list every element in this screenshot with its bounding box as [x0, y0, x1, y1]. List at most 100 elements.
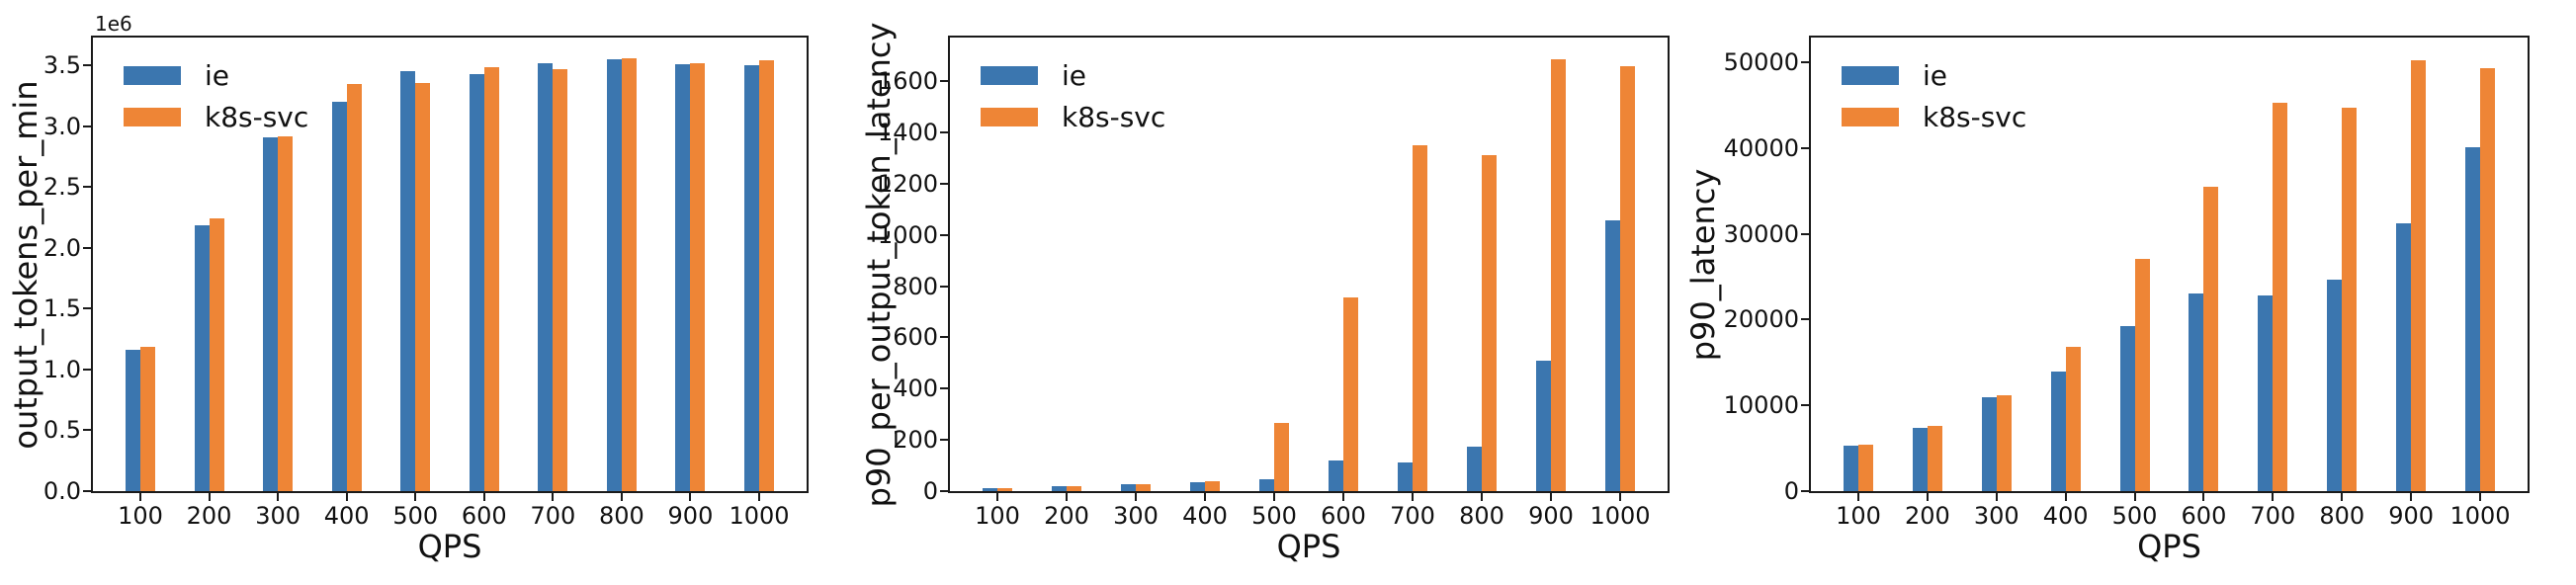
- y-tick-mark: [940, 490, 948, 492]
- y-tick-label: 2.0: [43, 233, 81, 262]
- x-tick-mark: [277, 493, 280, 501]
- bar-ie: [1052, 486, 1067, 491]
- x-tick-mark: [2202, 493, 2205, 501]
- y-tick-mark: [1801, 146, 1809, 149]
- y-tick-label: 20000: [1723, 305, 1799, 334]
- y-tick-label: 2.5: [43, 173, 81, 202]
- bar-k8s-svc: [997, 488, 1012, 491]
- y-tick-label: 0: [1783, 477, 1799, 505]
- legend-swatch-ie: [1842, 65, 1899, 85]
- bar-k8s-svc: [2480, 68, 2495, 491]
- bar-ie: [400, 71, 416, 491]
- legend-label: ie: [1923, 58, 1948, 92]
- bar-k8s-svc: [1858, 445, 1873, 491]
- x-tick-mark: [1857, 493, 1859, 501]
- x-tick-label: 400: [1182, 502, 1228, 530]
- y-tick-mark: [940, 182, 948, 185]
- bar-k8s-svc: [1482, 155, 1497, 491]
- y-tick-label: 3.5: [43, 51, 81, 80]
- bar-k8s-svc: [690, 63, 706, 491]
- x-tick-mark: [1135, 493, 1137, 501]
- bar-ie: [1605, 220, 1620, 491]
- x-tick-mark: [2341, 493, 2344, 501]
- plot-area: ie k8s-svc: [1809, 36, 2530, 493]
- x-tick-label: 800: [2319, 502, 2365, 530]
- axis-offset-text: 1e6: [95, 12, 132, 36]
- y-tick-mark: [83, 186, 91, 189]
- bar-ie: [744, 65, 759, 491]
- bar-ie: [538, 63, 554, 491]
- plot-area: ie k8s-svc: [948, 36, 1670, 493]
- x-tick-label: 900: [1528, 502, 1574, 530]
- x-tick-label: 200: [1044, 502, 1089, 530]
- plot-area: ie k8s-svc: [91, 36, 809, 493]
- legend-item-k8s-svc: k8s-svc: [1842, 100, 2027, 133]
- bar-k8s-svc: [2273, 103, 2288, 491]
- bar-k8s-svc: [1205, 481, 1220, 491]
- x-tick-mark: [1066, 493, 1068, 501]
- x-tick-label: 600: [461, 502, 507, 530]
- bar-k8s-svc: [2342, 108, 2358, 491]
- legend-swatch-k8s-svc: [981, 107, 1038, 126]
- y-tick-label: 1000: [877, 220, 938, 249]
- x-tick-label: 300: [1113, 502, 1159, 530]
- y-tick-mark: [1801, 232, 1809, 235]
- x-tick-label: 500: [392, 502, 439, 530]
- y-tick-mark: [83, 490, 91, 492]
- bar-k8s-svc: [2411, 60, 2427, 491]
- x-tick-mark: [2410, 493, 2413, 501]
- y-tick-mark: [83, 125, 91, 127]
- x-tick-label: 100: [975, 502, 1020, 530]
- y-tick-mark: [940, 233, 948, 236]
- x-tick-label: 400: [323, 502, 370, 530]
- bar-ie: [1981, 397, 1997, 491]
- x-tick-mark: [139, 493, 141, 501]
- x-tick-mark: [414, 493, 417, 501]
- legend-label: ie: [205, 58, 230, 92]
- x-tick-label: 100: [1836, 502, 1881, 530]
- bar-ie: [606, 59, 622, 491]
- legend-label: k8s-svc: [1923, 100, 2027, 133]
- bar-ie: [1329, 460, 1343, 491]
- x-tick-label: 800: [1459, 502, 1504, 530]
- y-tick-label: 1600: [877, 67, 938, 96]
- x-tick-label: 1000: [2449, 502, 2511, 530]
- bar-k8s-svc: [2134, 259, 2150, 491]
- bar-ie: [331, 102, 347, 491]
- x-tick-mark: [1550, 493, 1552, 501]
- bar-ie: [263, 137, 279, 491]
- bar-k8s-svc: [1620, 66, 1635, 491]
- x-tick-label: 600: [2181, 502, 2227, 530]
- x-tick-mark: [1481, 493, 1483, 501]
- x-tick-mark: [996, 493, 998, 501]
- legend-item-k8s-svc: k8s-svc: [981, 101, 1165, 133]
- y-tick-label: 1.0: [43, 355, 81, 383]
- y-tick-mark: [940, 285, 948, 288]
- bar-k8s-svc: [483, 67, 499, 491]
- y-tick-mark: [1801, 61, 1809, 64]
- bar-k8s-svc: [1551, 59, 1566, 491]
- bar-k8s-svc: [1343, 297, 1358, 491]
- y-tick-label: 400: [893, 375, 938, 403]
- x-tick-mark: [2133, 493, 2136, 501]
- bar-k8s-svc: [415, 83, 431, 491]
- x-tick-label: 400: [2042, 502, 2089, 530]
- bar-ie: [2396, 223, 2412, 491]
- y-tick-label: 40000: [1723, 133, 1799, 162]
- x-tick-mark: [758, 493, 760, 501]
- bar-ie: [1844, 446, 1858, 491]
- bar-ie: [1467, 447, 1482, 491]
- bar-ie: [2050, 372, 2066, 491]
- y-tick-mark: [83, 429, 91, 432]
- bar-k8s-svc: [346, 84, 362, 491]
- y-tick-mark: [83, 246, 91, 249]
- y-tick-mark: [940, 336, 948, 339]
- bar-k8s-svc: [553, 69, 568, 491]
- bar-ie: [469, 74, 484, 491]
- x-tick-mark: [552, 493, 555, 501]
- y-tick-label: 10000: [1723, 391, 1799, 420]
- y-tick-mark: [1801, 490, 1809, 492]
- x-tick-label: 200: [1904, 502, 1950, 530]
